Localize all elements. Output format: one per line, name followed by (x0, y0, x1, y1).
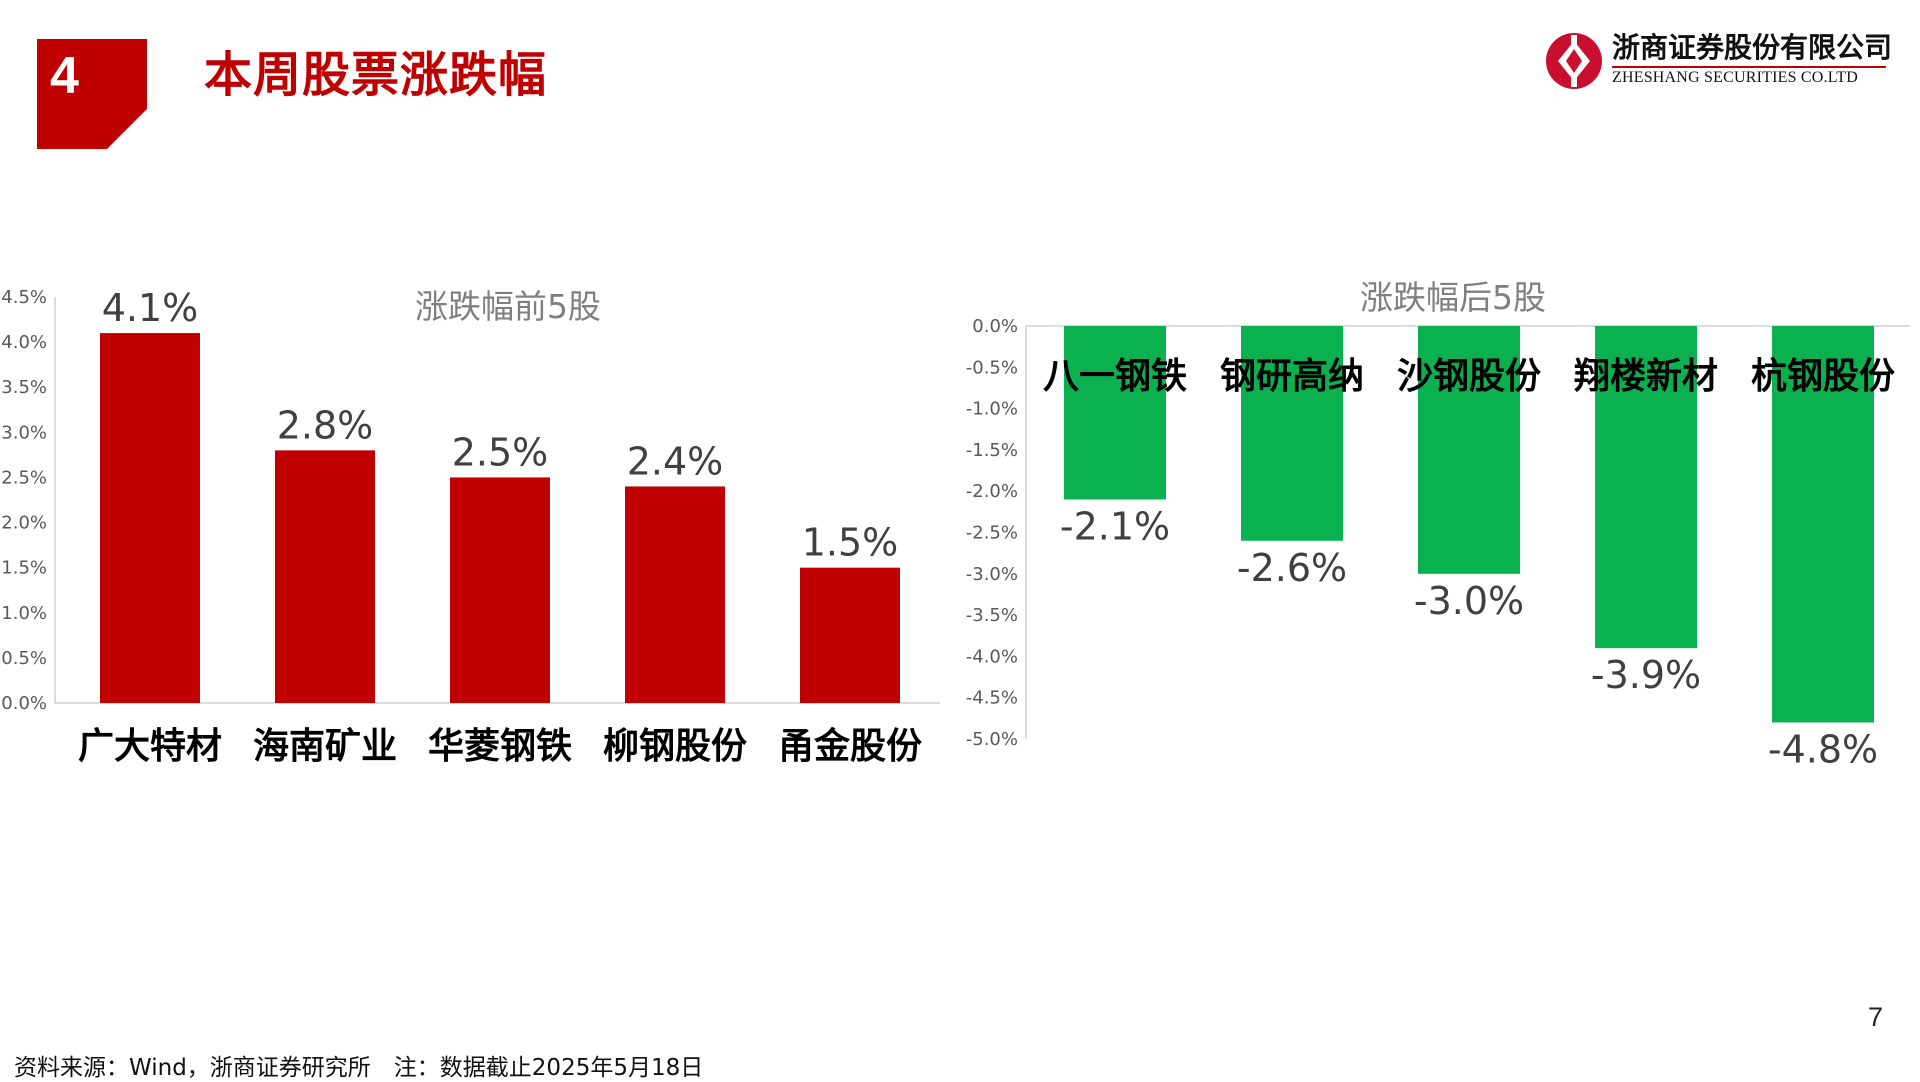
y-tick-label: 3.5% (1, 377, 47, 398)
bar (625, 486, 725, 703)
bar (1418, 326, 1520, 574)
category-label: 华菱钢铁 (428, 725, 572, 767)
page-title: 本周股票涨跌幅 (204, 47, 548, 103)
bar (450, 477, 550, 703)
data-label: 4.1% (102, 286, 199, 330)
y-tick-label: -4.0% (966, 646, 1018, 667)
bottom5-bar-chart: 涨跌幅后5股 0.0% -0.5% -1.0% -1.5% -2.0% -2.5% -3.0%… (966, 278, 1910, 771)
category-label: 钢研高纳 (1220, 355, 1364, 397)
logo-name-en: ZHESHANG SECURITIES CO.LTD (1612, 69, 1858, 86)
y-tick-label: -2.0% (966, 481, 1018, 502)
category-label: 沙钢股份 (1397, 355, 1541, 397)
bar (100, 333, 200, 703)
data-label: 2.4% (627, 439, 724, 483)
logo-name-cn: 浙商证券股份有限公司 (1612, 31, 1893, 64)
data-label: -2.6% (1237, 546, 1347, 590)
y-tick-label: -3.0% (966, 564, 1018, 585)
data-label: -2.1% (1060, 504, 1170, 548)
y-tick-label: -2.5% (966, 523, 1018, 544)
company-logo: 浙商证券股份有限公司 ZHESHANG SECURITIES CO.LTD (1544, 30, 1894, 92)
y-tick-label: 1.0% (1, 603, 47, 624)
y-tick-label: 4.0% (1, 332, 47, 353)
bar (275, 450, 375, 703)
chart-title: 涨跌幅前5股 (415, 287, 601, 326)
category-label: 甬金股份 (778, 725, 922, 767)
y-tick-label: 4.5% (1, 287, 47, 308)
category-label: 杭钢股份 (1751, 355, 1895, 397)
data-label: -3.0% (1414, 579, 1524, 623)
bar (1064, 326, 1166, 500)
y-tick-label: -1.0% (966, 399, 1018, 420)
source-note: 资料来源：Wind，浙商证券研究所 注：数据截止2025年5月18日 (14, 1055, 704, 1081)
bar (800, 567, 900, 703)
y-tick-label: 1.5% (1, 558, 47, 579)
top5-bar-chart: 涨跌幅前5股 0.0% 0.5% 1.0% 1.5% 2.0% 2.5% 3.0% 3.5% 4.… (1, 286, 940, 767)
page-number: 7 (1868, 1002, 1884, 1032)
y-tick-label: 2.0% (1, 513, 47, 534)
category-label: 柳钢股份 (603, 725, 747, 767)
y-tick-label: -4.5% (966, 688, 1018, 709)
bar (1772, 326, 1874, 723)
y-tick-label: 3.0% (1, 422, 47, 443)
y-tick-label: -0.5% (966, 357, 1018, 378)
category-label: 翔楼新材 (1574, 355, 1718, 397)
bar (1595, 326, 1697, 649)
data-label: 2.5% (452, 430, 549, 474)
y-tick-label: 0.0% (1, 693, 47, 714)
data-label: -4.8% (1768, 727, 1878, 771)
data-label: -3.9% (1591, 653, 1701, 697)
data-label: 2.8% (277, 403, 374, 447)
y-tick-label: -1.5% (966, 440, 1018, 461)
logo-divider (1612, 66, 1886, 68)
y-tick-label: -5.0% (966, 729, 1018, 750)
chart-title: 涨跌幅后5股 (1360, 278, 1546, 317)
y-tick-label: 2.5% (1, 467, 47, 488)
section-badge (37, 39, 147, 149)
y-tick-label: 0.5% (1, 648, 47, 669)
data-label: 1.5% (802, 521, 899, 565)
bar (1241, 326, 1343, 541)
category-label: 广大特材 (78, 725, 222, 767)
section-number: 4 (50, 47, 79, 105)
zheshang-logo-icon (1546, 33, 1602, 89)
y-tick-label: -3.5% (966, 605, 1018, 626)
category-label: 海南矿业 (253, 725, 397, 767)
y-tick-label: 0.0% (972, 316, 1018, 337)
category-label: 八一钢铁 (1043, 355, 1187, 397)
